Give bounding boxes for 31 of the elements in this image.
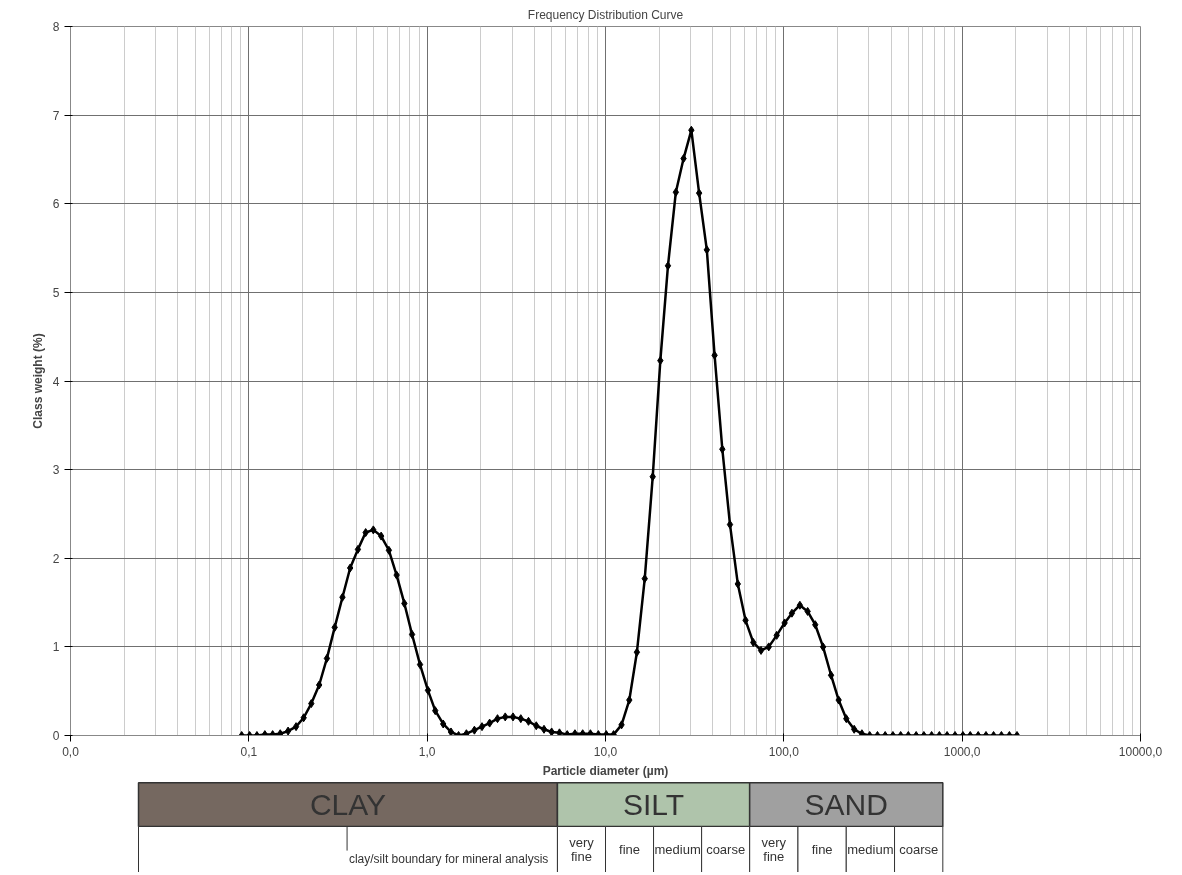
text: very fine: [569, 835, 595, 865]
y-tick-label: 3: [52, 463, 60, 478]
y-tick-label: 6: [52, 197, 60, 212]
x-tick-label: 1000,0: [943, 744, 981, 759]
text: medium: [847, 842, 894, 858]
y-axis-title: Class weight (%): [30, 333, 45, 429]
y-tick-label: 1: [52, 640, 60, 655]
x-tick-label: 10000,0: [1118, 744, 1163, 759]
y-tick-label: 5: [52, 285, 60, 300]
text: CLAY: [309, 788, 387, 822]
text: very fine: [761, 835, 787, 865]
text: fine: [811, 842, 833, 858]
chart-title: Frequency Distribution Curve: [527, 7, 684, 22]
text: medium: [654, 842, 701, 858]
y-tick-label: 0: [52, 729, 60, 743]
y-tick-label: 2: [52, 551, 60, 566]
x-tick-label: 10,0: [593, 744, 618, 759]
x-tick-label: 1,0: [418, 744, 436, 759]
text: coarse: [899, 842, 939, 858]
text: SAND: [804, 788, 888, 822]
x-tick-label: 0,1: [240, 744, 258, 759]
text: SILT: [623, 788, 685, 822]
y-tick-label: 7: [52, 108, 60, 123]
y-tick-label: 8: [52, 20, 60, 34]
text: coarse: [706, 842, 746, 858]
x-tick-label: 100,0: [768, 744, 800, 759]
text: clay/silt boundary for mineral analysis: [348, 852, 549, 867]
y-tick-label: 4: [52, 374, 60, 389]
x-axis-title: Particle diameter (µm): [542, 763, 669, 778]
text: fine: [619, 842, 641, 858]
x-tick-label: 0,0: [62, 744, 80, 759]
